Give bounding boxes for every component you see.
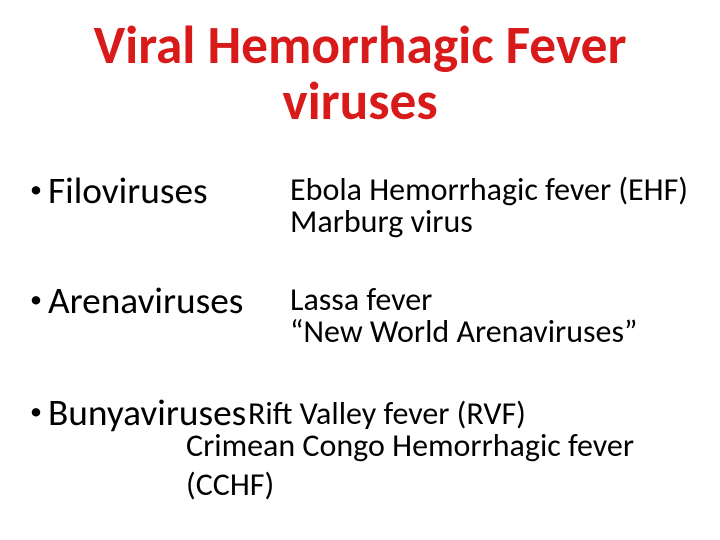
detail-bunyaviruses-2: Crimean Congo Hemorrhagic fever (CCHF) [186,426,720,504]
title-line-1: Viral Hemorrhagic Fever [0,18,720,74]
detail-filoviruses-2: Marburg virus [290,202,473,241]
slide-title: Viral Hemorrhagic Fever viruses [0,18,720,130]
bullet-filoviruses: • Filoviruses [30,168,208,214]
bullet-dot-icon: • [30,278,48,312]
title-line-2: viruses [0,74,720,130]
bullet-label: Arenaviruses [48,278,243,324]
bullet-dot-icon: • [30,168,48,202]
bullet-arenaviruses: • Arenaviruses [30,278,243,324]
slide: Viral Hemorrhagic Fever viruses • Filovi… [0,0,720,540]
bullet-label: Filoviruses [48,168,208,214]
detail-arenaviruses-2: “New World Arenaviruses” [290,312,637,351]
bullet-dot-icon: • [30,390,48,424]
